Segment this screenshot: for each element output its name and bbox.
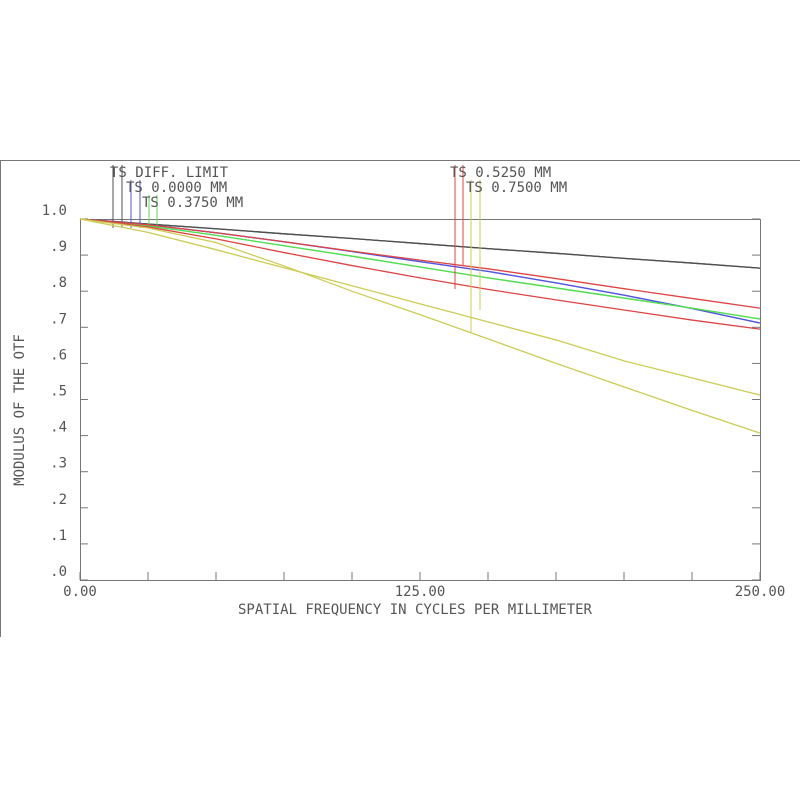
y-tick-label: .9 <box>50 239 67 255</box>
legend-label: TS DIFF. LIMIT <box>110 165 229 181</box>
line-series <box>79 218 761 269</box>
y-tick-label: .5 <box>50 384 67 400</box>
y-tick-label: .3 <box>50 456 67 472</box>
y-tick-label: .4 <box>50 420 67 436</box>
line-series <box>79 218 761 320</box>
y-tick-label: .8 <box>50 275 67 291</box>
legend-label: TS 0.7500 MM <box>466 180 567 196</box>
y-tick-label: .6 <box>50 347 67 363</box>
y-tick-label: 1.0 <box>42 203 67 219</box>
line-series <box>79 218 761 396</box>
y-tick-label: .0 <box>50 564 67 580</box>
y-tick-label: .1 <box>50 528 67 544</box>
line-series <box>79 218 761 309</box>
legend-label: TS 0.0000 MM <box>126 180 227 196</box>
x-axis-label: SPATIAL FREQUENCY IN CYCLES PER MILLIMET… <box>238 602 593 618</box>
y-tick-label: .2 <box>50 492 67 508</box>
legend-label: TS 0.3750 MM <box>142 195 243 211</box>
plot-frame <box>80 219 761 581</box>
y-tick-label: .7 <box>50 311 67 327</box>
x-tick-label: 0.00 <box>63 584 97 600</box>
x-tick-label: 125.00 <box>395 584 446 600</box>
line-series <box>79 218 761 330</box>
x-tick-label: 250.00 <box>735 584 786 600</box>
y-axis-label: MODULUS OF THE OTF <box>12 334 28 486</box>
legend-label: TS 0.5250 MM <box>450 165 551 181</box>
line-series <box>79 218 761 434</box>
